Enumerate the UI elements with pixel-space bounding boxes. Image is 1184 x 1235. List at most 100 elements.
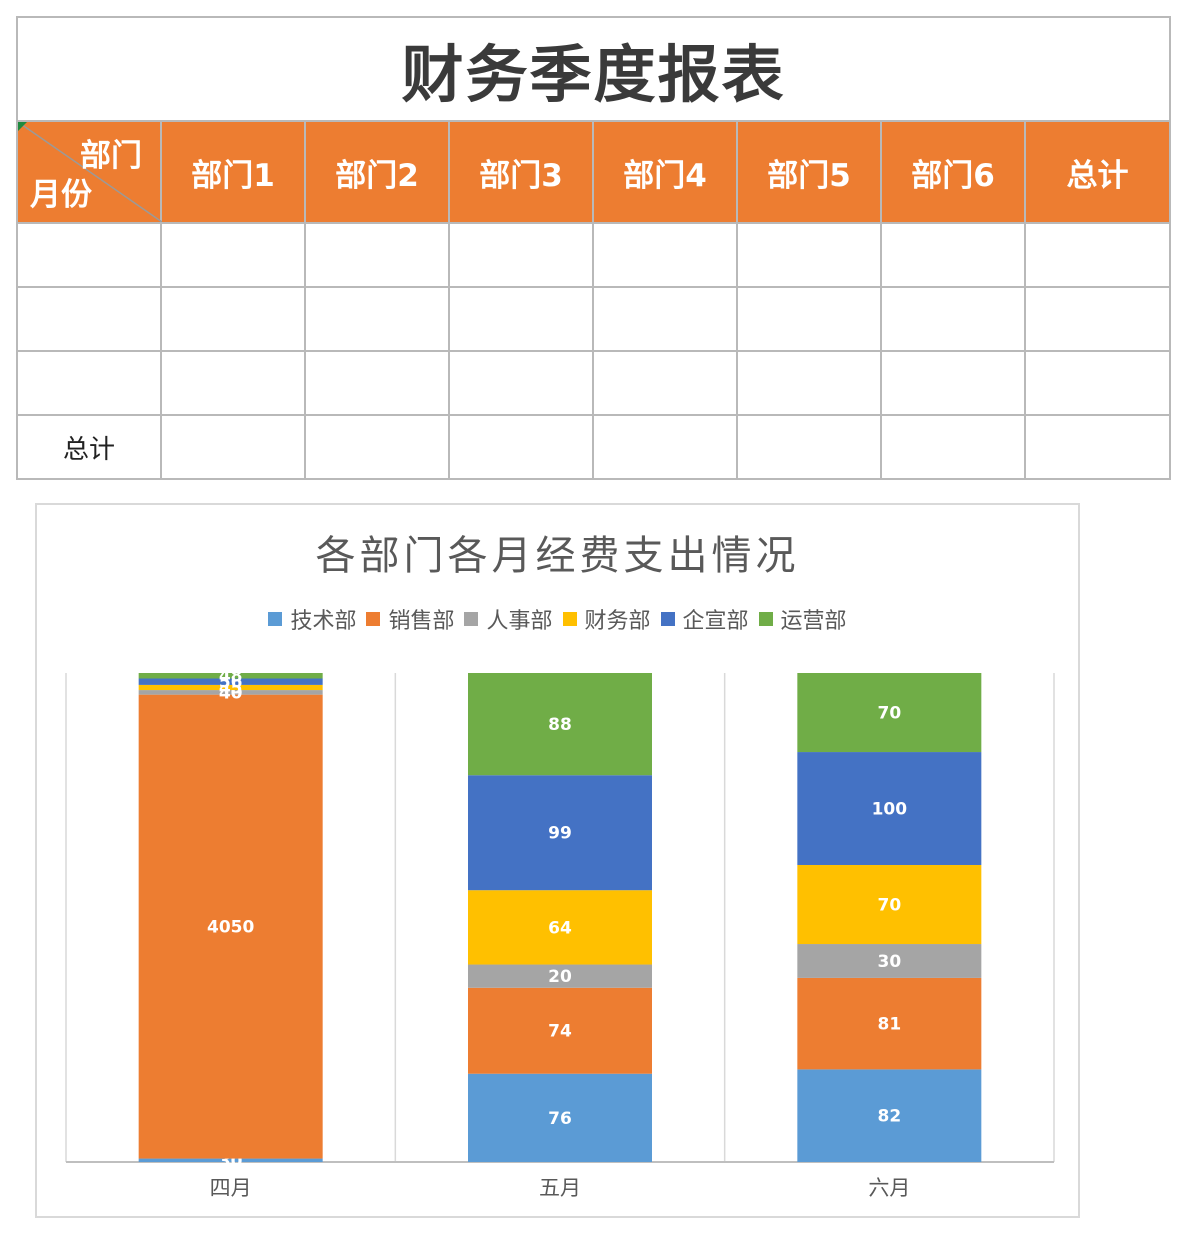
table-cell[interactable] — [160, 350, 306, 416]
bar-segment[interactable] — [468, 890, 652, 965]
table-cell[interactable] — [1023, 414, 1172, 480]
chart-plot[interactable]: 30405040455648四月767420649988五月8281307010… — [37, 505, 1078, 1216]
table-cell[interactable] — [592, 286, 738, 352]
table-cell[interactable] — [304, 286, 450, 352]
table-cell[interactable] — [160, 414, 306, 480]
table-cell[interactable] — [736, 222, 882, 288]
table-cell[interactable] — [880, 414, 1026, 480]
data-label: 64 — [548, 918, 572, 938]
row-label-cell[interactable] — [16, 350, 162, 416]
table-cell[interactable] — [1023, 286, 1172, 352]
data-label: 76 — [548, 1109, 572, 1129]
legend-swatch — [268, 612, 283, 626]
corner-label-department: 部门 — [80, 138, 142, 174]
data-label: 81 — [877, 1015, 901, 1035]
bar-segment[interactable] — [468, 987, 652, 1074]
bar-segment[interactable] — [797, 864, 982, 945]
row-label-cell[interactable] — [16, 286, 162, 352]
data-label: 74 — [548, 1022, 572, 1042]
legend-item[interactable]: 技术部 — [268, 603, 356, 635]
chart-area[interactable]: 各部门各月经费支出情况 技术部 销售部 人事部 财务部 企宣部 运营部 30 4050 40 4… — [35, 503, 1080, 1218]
table-cell[interactable] — [448, 350, 594, 416]
bar-segment[interactable] — [797, 673, 982, 753]
corner-diagonal-line — [18, 122, 162, 222]
bar-segment[interactable] — [138, 684, 323, 691]
chart-title[interactable]: 各部门各月经费支出情况 — [315, 533, 800, 579]
cell-selection-marker-icon — [18, 122, 27, 131]
chart-legend[interactable]: 技术部 销售部 人事部 财务部 企宣部 运营部 — [37, 603, 1078, 635]
legend-label: 销售部 — [388, 609, 455, 634]
table-cell[interactable] — [880, 350, 1026, 416]
table-cell[interactable] — [880, 222, 1026, 288]
table-cell[interactable] — [1023, 350, 1172, 416]
category-tick-label: 六月 — [868, 1176, 910, 1200]
bar-segment[interactable] — [468, 775, 652, 891]
row-label-total[interactable]: 总计 — [16, 414, 162, 480]
table-cell[interactable] — [592, 350, 738, 416]
table-cell[interactable] — [736, 286, 882, 352]
header-row: 部门 月份 部门1 部门2 部门3 部门4 部门5 部门6 总计 — [16, 120, 1172, 224]
corner-label-month: 月份 — [30, 177, 92, 213]
category-tick-label: 四月 — [210, 1176, 252, 1200]
data-label: 100 — [872, 800, 908, 820]
header-cell-dept1[interactable]: 部门1 — [160, 120, 306, 224]
legend-item[interactable]: 运营部 — [758, 603, 847, 635]
bar-segment[interactable] — [138, 673, 323, 679]
title-row: 财务季度报表 — [15, 16, 1172, 122]
bar-segment[interactable] — [468, 1073, 652, 1162]
header-cell-dept4[interactable]: 部门4 — [592, 120, 738, 224]
table-cell[interactable] — [736, 350, 882, 416]
report-table: 财务季度报表 部门 月份 部门1 部门2 部门3 部门4 部门5 部门6 总计 — [15, 16, 1172, 480]
legend-label: 人事部 — [486, 609, 553, 634]
report-title[interactable]: 财务季度报表 — [15, 16, 1172, 122]
table-cell[interactable] — [448, 222, 594, 288]
data-label: 88 — [548, 715, 572, 735]
table-row — [16, 350, 1172, 416]
data-label: 30 — [877, 952, 901, 972]
header-cell-dept5[interactable]: 部门5 — [736, 120, 882, 224]
legend-label: 企宣部 — [682, 609, 749, 634]
legend-item[interactable]: 人事部 — [464, 603, 553, 635]
data-label: 99 — [548, 824, 572, 844]
header-cell-dept3[interactable]: 部门3 — [448, 120, 594, 224]
table-cell[interactable] — [880, 286, 1026, 352]
table-cell[interactable] — [304, 222, 450, 288]
table-cell[interactable] — [448, 286, 594, 352]
table-cell[interactable] — [1023, 222, 1172, 288]
bar-segment[interactable] — [138, 694, 323, 1159]
legend-swatch — [464, 612, 479, 626]
bar-segment[interactable] — [468, 964, 652, 988]
table-cell[interactable] — [592, 222, 738, 288]
header-cell-dept6[interactable]: 部门6 — [880, 120, 1026, 224]
table-cell[interactable] — [448, 414, 594, 480]
bar-segment[interactable] — [797, 977, 982, 1070]
legend-item[interactable]: 销售部 — [366, 603, 454, 635]
table-cell[interactable] — [160, 286, 306, 352]
table-cell[interactable] — [592, 414, 738, 480]
legend-swatch — [758, 612, 773, 626]
bar-segment[interactable] — [138, 690, 323, 695]
table-cell[interactable] — [304, 414, 450, 480]
bar-segment[interactable] — [138, 678, 323, 685]
legend-item[interactable]: 企宣部 — [660, 603, 749, 635]
data-label: 20 — [548, 967, 572, 987]
bar-segment[interactable] — [138, 1158, 323, 1162]
table-row — [16, 286, 1172, 352]
legend-item[interactable]: 财务部 — [562, 603, 651, 635]
header-cell-dept2[interactable]: 部门2 — [304, 120, 450, 224]
category-tick-label: 五月 — [539, 1176, 581, 1200]
total-row: 总计 — [16, 414, 1172, 480]
legend-label: 运营部 — [780, 609, 847, 634]
row-label-cell[interactable] — [16, 222, 162, 288]
legend-label: 技术部 — [290, 609, 357, 634]
table-cell[interactable] — [736, 414, 882, 480]
bar-segment[interactable] — [797, 944, 982, 978]
header-cell-total[interactable]: 总计 — [1023, 120, 1172, 224]
table-cell[interactable] — [304, 350, 450, 416]
table-row — [16, 222, 1172, 288]
corner-header-cell[interactable]: 部门 月份 — [16, 120, 162, 224]
bar-segment[interactable] — [468, 673, 652, 776]
table-cell[interactable] — [160, 222, 306, 288]
bar-segment[interactable] — [797, 752, 982, 865]
bar-segment[interactable] — [797, 1069, 982, 1162]
